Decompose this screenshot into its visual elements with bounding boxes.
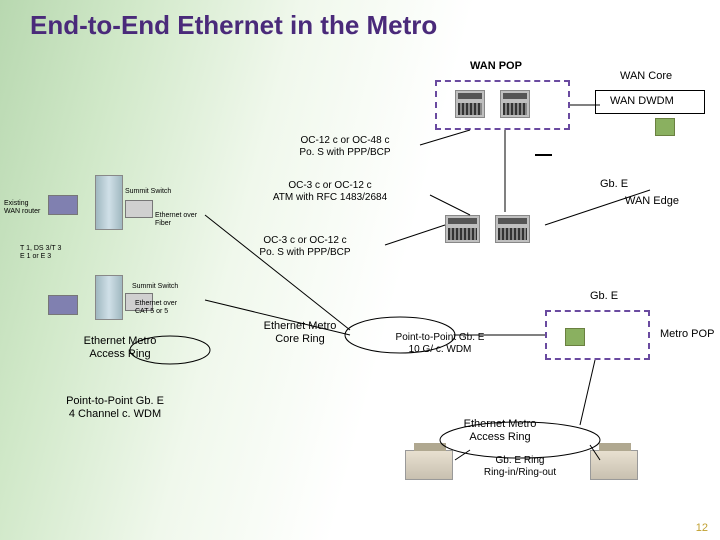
p2p-4ch-label: Point-to-Point Gb. E 4 Channel c. WDM: [45, 395, 185, 421]
p2p-10g-label: Point-to-Point Gb. E 10 G/ c. WDM: [375, 332, 505, 356]
page-number: 12: [696, 522, 708, 534]
page-title: End-to-End Ethernet in the Metro: [30, 10, 437, 41]
building-2: [95, 275, 123, 320]
eth-core-ring-label: Ethernet Metro Core Ring: [250, 320, 350, 346]
wan-dwdm-label: WAN DWDM: [610, 95, 674, 108]
eth-fiber-label: Ethernet over Fiber: [155, 212, 197, 227]
metro-pop-label: Metro POP: [660, 328, 714, 341]
existing-wan-label: Existing WAN router: [4, 200, 40, 215]
eth-access-1-label: Ethernet Metro Access Ring: [70, 335, 170, 361]
wan-pop-rack-1: [455, 90, 485, 118]
wan-dwdm-cube: [655, 118, 675, 136]
wan-edge-rack-1: [445, 215, 480, 243]
wan-pop-label: WAN POP: [470, 60, 522, 73]
wan-edge-rack-2: [495, 215, 530, 243]
pop-building-1: [405, 450, 453, 480]
oc12-48-label: OC-12 c or OC-48 c Po. S with PPP/BCP: [270, 135, 420, 159]
switch-3: [48, 295, 78, 315]
eth-cat5-label: Ethernet over CAT 5 or 5: [135, 300, 177, 315]
wan-core-label: WAN Core: [620, 70, 672, 83]
metro-pop-cube: [565, 328, 585, 346]
switch-1: [48, 195, 78, 215]
wan-edge-label: WAN Edge: [625, 195, 679, 208]
summit-1-label: Summit Switch: [125, 188, 171, 196]
gbe-1-label: Gb. E: [600, 178, 628, 191]
metro-pop-box: [545, 310, 650, 360]
wan-pop-rack-2: [500, 90, 530, 118]
switch-2: [125, 200, 153, 218]
gbe-2-label: Gb. E: [590, 290, 618, 303]
summit-2-label: Summit Switch: [132, 283, 178, 291]
oc3-12-atm-label: OC-3 c or OC-12 c ATM with RFC 1483/2684: [240, 180, 420, 204]
t1-ds3-label: T 1, DS 3/T 3 E 1 or E 3: [20, 245, 61, 260]
pop-building-2: [590, 450, 638, 480]
oc3-12-pos-label: OC-3 c or OC-12 c Po. S with PPP/BCP: [230, 235, 380, 259]
building-1: [95, 175, 123, 230]
eth-access-2-label: Ethernet Metro Access Ring: [450, 418, 550, 444]
gbe-ring-label: Gb. E Ring Ring-in/Ring-out: [465, 455, 575, 479]
